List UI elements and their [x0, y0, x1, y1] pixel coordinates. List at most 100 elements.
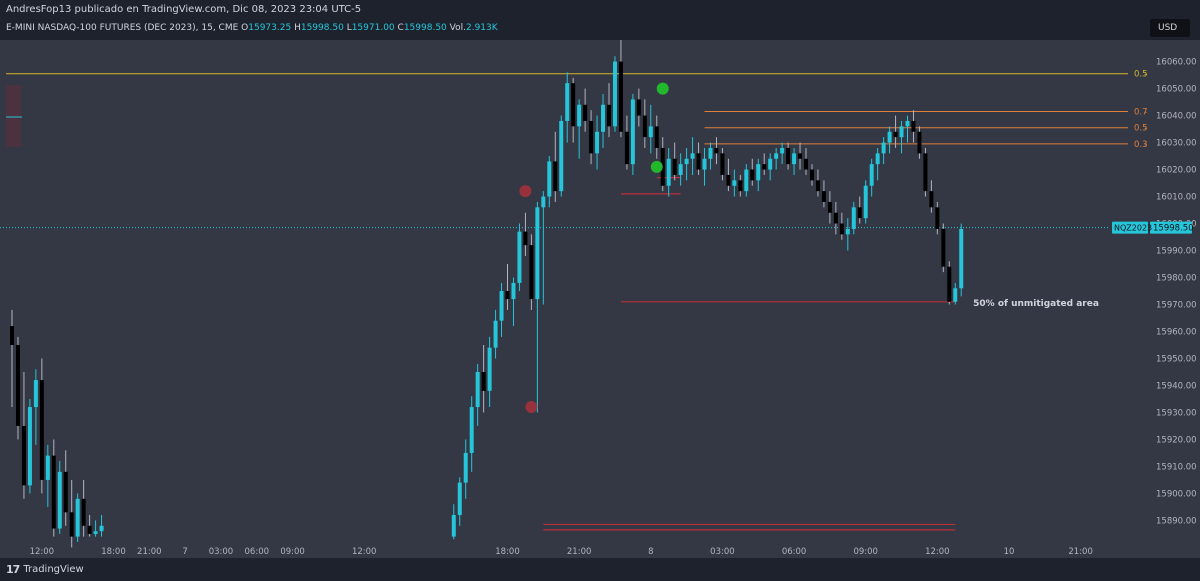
candle-body[interactable] [457, 482, 462, 516]
candle-body[interactable] [923, 153, 928, 192]
candle-body[interactable] [851, 207, 856, 229]
candle-body[interactable] [81, 498, 86, 526]
candle-body[interactable] [565, 83, 570, 121]
candle-body[interactable] [696, 153, 701, 170]
candle-body[interactable] [654, 126, 659, 148]
candle-body[interactable] [577, 104, 582, 127]
candle-body[interactable] [690, 153, 695, 159]
candle-body[interactable] [815, 180, 820, 192]
candle-body[interactable] [93, 531, 98, 534]
candle-body[interactable] [887, 131, 892, 143]
candle-body[interactable] [714, 147, 719, 154]
candle-body[interactable] [726, 174, 731, 186]
candle-body[interactable] [469, 407, 474, 453]
candle-body[interactable] [33, 380, 38, 408]
candle-body[interactable] [589, 120, 594, 154]
candle-body[interactable] [547, 161, 552, 197]
candle-body[interactable] [15, 344, 20, 426]
candle-body[interactable] [10, 326, 14, 345]
candle-body[interactable] [786, 147, 791, 165]
candle-body[interactable] [553, 161, 558, 192]
candle-body[interactable] [708, 147, 713, 159]
candle-body[interactable] [481, 371, 486, 391]
candle-body[interactable] [511, 282, 516, 300]
candle-body[interactable] [875, 153, 880, 165]
candle-body[interactable] [51, 455, 56, 529]
candle-body[interactable] [947, 266, 952, 302]
candle-body[interactable] [630, 99, 635, 165]
candle-body[interactable] [744, 169, 749, 192]
candle-body[interactable] [839, 223, 844, 235]
candle-body[interactable] [57, 471, 62, 529]
candle-body[interactable] [583, 104, 588, 121]
candle-body[interactable] [750, 169, 755, 181]
candle-body[interactable] [21, 425, 26, 486]
candle-body[interactable] [45, 455, 50, 480]
candle-body[interactable] [642, 115, 647, 138]
candle-body[interactable] [595, 131, 600, 154]
candle-body[interactable] [571, 83, 576, 127]
candle-body[interactable] [672, 158, 677, 175]
candle-body[interactable] [63, 471, 68, 513]
time-axis[interactable] [0, 542, 1200, 558]
candle-body[interactable] [535, 207, 540, 300]
candle-body[interactable] [929, 191, 934, 208]
candle-body[interactable] [905, 120, 910, 127]
candle-body[interactable] [827, 201, 832, 213]
candle-body[interactable] [69, 512, 74, 537]
candle-body[interactable] [463, 452, 468, 483]
candle-body[interactable] [792, 153, 797, 165]
candle-body[interactable] [899, 126, 904, 138]
candle-body[interactable] [475, 371, 480, 408]
candle-body[interactable] [869, 164, 874, 186]
candle-body[interactable] [666, 158, 671, 186]
candle-body[interactable] [935, 207, 940, 229]
candle-body[interactable] [798, 153, 803, 159]
candle-body[interactable] [648, 126, 653, 138]
candle-body[interactable] [612, 61, 617, 127]
candle-body[interactable] [953, 288, 958, 302]
candle-body[interactable] [499, 291, 504, 321]
candle-body[interactable] [27, 407, 32, 486]
candle-body[interactable] [618, 61, 623, 132]
currency-button[interactable]: USD [1150, 19, 1190, 37]
candle-body[interactable] [780, 147, 785, 154]
candle-body[interactable] [863, 185, 868, 219]
candle-body[interactable] [917, 131, 922, 154]
candle-body[interactable] [39, 380, 44, 480]
candle-body[interactable] [857, 207, 862, 219]
candle-body[interactable] [756, 164, 761, 181]
candle-body[interactable] [809, 169, 814, 181]
candle-body[interactable] [941, 228, 946, 267]
candle-body[interactable] [624, 131, 629, 165]
candle-body[interactable] [845, 228, 850, 235]
candle-body[interactable] [833, 212, 838, 224]
candle-body[interactable] [702, 158, 707, 170]
candle-body[interactable] [732, 180, 737, 186]
candle-body[interactable] [607, 104, 611, 127]
candle-body[interactable] [804, 158, 809, 170]
candle-body[interactable] [451, 515, 456, 537]
candle-body[interactable] [75, 498, 80, 537]
candle-body[interactable] [493, 320, 498, 348]
candle-body[interactable] [684, 158, 689, 165]
candle-body[interactable] [87, 525, 92, 534]
candle-body[interactable] [911, 120, 916, 132]
candle-body[interactable] [559, 120, 564, 192]
candle-body[interactable] [768, 158, 773, 170]
candle-body[interactable] [881, 142, 886, 154]
candle-body[interactable] [678, 164, 683, 175]
candle-body[interactable] [99, 525, 104, 532]
candle-body[interactable] [487, 347, 492, 391]
candle-body[interactable] [738, 180, 743, 192]
candle-body[interactable] [774, 153, 779, 159]
price-axis[interactable] [1148, 40, 1200, 542]
candle-body[interactable] [821, 191, 826, 202]
candle-body[interactable] [529, 245, 534, 300]
candle-body[interactable] [601, 104, 606, 132]
candle-body[interactable] [523, 231, 528, 246]
candle-body[interactable] [517, 231, 522, 283]
candle-body[interactable] [762, 164, 767, 170]
candle-body[interactable] [720, 153, 725, 175]
